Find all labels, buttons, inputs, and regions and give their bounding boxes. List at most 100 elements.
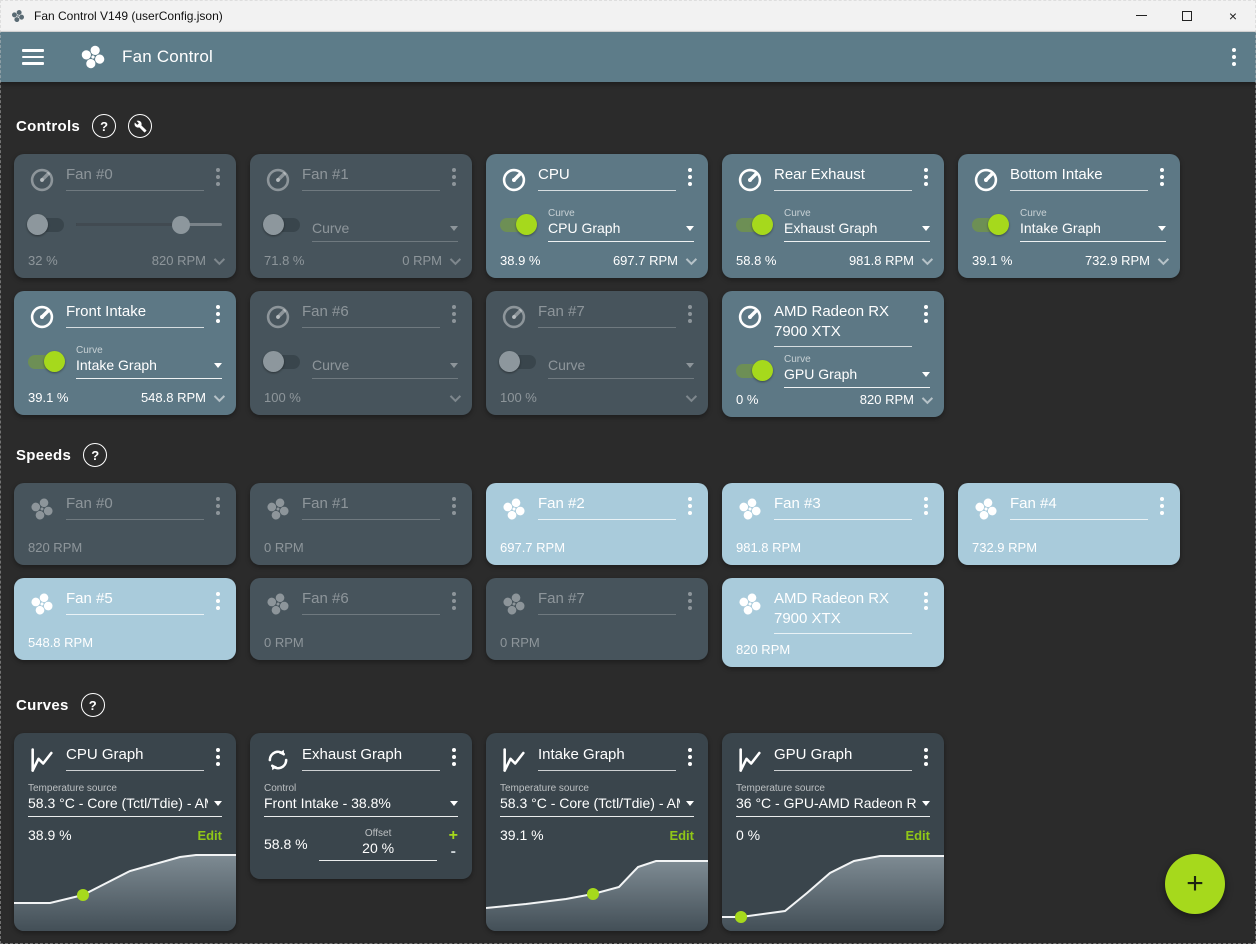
- kebab-menu-icon[interactable]: [686, 589, 694, 613]
- kebab-menu-icon[interactable]: [1158, 494, 1166, 518]
- kebab-menu-icon[interactable]: [450, 494, 458, 518]
- control-rpm-expander[interactable]: 548.8 RPM: [141, 390, 226, 405]
- control-name-input[interactable]: Fan #0: [66, 165, 204, 191]
- curve-name-input[interactable]: Exhaust Graph: [302, 745, 440, 771]
- control-rpm-expander[interactable]: 697.7 RPM: [613, 253, 698, 268]
- edit-link[interactable]: Edit: [905, 827, 930, 843]
- overflow-menu-icon[interactable]: [1230, 45, 1238, 69]
- kebab-menu-icon[interactable]: [450, 745, 458, 769]
- kebab-menu-icon[interactable]: [450, 589, 458, 613]
- control-name-input[interactable]: Fan #1: [302, 165, 440, 191]
- curve-select[interactable]: Curve Intake Graph: [76, 344, 222, 379]
- enable-toggle[interactable]: [736, 360, 773, 381]
- enable-toggle[interactable]: [500, 214, 537, 235]
- enable-toggle[interactable]: [736, 214, 773, 235]
- enable-toggle[interactable]: [27, 214, 64, 235]
- source-select[interactable]: Temperature source 36 °C - GPU-AMD Radeo…: [736, 782, 930, 817]
- curve-name-input[interactable]: Intake Graph: [538, 745, 676, 771]
- control-name-input[interactable]: Fan #7: [538, 302, 676, 328]
- curve-select[interactable]: Curve: [312, 344, 458, 379]
- speed-name-input[interactable]: Fan #5: [66, 589, 204, 615]
- offset-decrease-button[interactable]: -: [450, 843, 456, 860]
- control-rpm-expander[interactable]: [442, 390, 462, 402]
- manual-speed-slider[interactable]: [76, 215, 222, 235]
- curve-select[interactable]: Curve: [548, 344, 694, 379]
- enable-toggle[interactable]: [263, 214, 300, 235]
- speed-name-input[interactable]: Fan #3: [774, 494, 912, 520]
- curve-select[interactable]: Curve Intake Graph: [1020, 207, 1166, 242]
- control-name-input[interactable]: Fan #6: [302, 302, 440, 328]
- fan-curve-graph[interactable]: [722, 851, 944, 931]
- curve-point[interactable]: [77, 889, 89, 901]
- kebab-menu-icon[interactable]: [922, 302, 930, 326]
- kebab-menu-icon[interactable]: [214, 745, 222, 769]
- kebab-menu-icon[interactable]: [922, 589, 930, 613]
- control-rpm-expander[interactable]: 820 RPM: [152, 253, 226, 268]
- kebab-menu-icon[interactable]: [922, 494, 930, 518]
- edit-link[interactable]: Edit: [197, 827, 222, 843]
- kebab-menu-icon[interactable]: [686, 494, 694, 518]
- curve-select-value: Intake Graph: [76, 357, 157, 373]
- curve-point[interactable]: [735, 911, 747, 923]
- control-rpm-expander[interactable]: 732.9 RPM: [1085, 253, 1170, 268]
- control-name-input[interactable]: Front Intake: [66, 302, 204, 328]
- speed-name-input[interactable]: Fan #1: [302, 494, 440, 520]
- enable-toggle[interactable]: [28, 351, 65, 372]
- speed-name-input[interactable]: Fan #6: [302, 589, 440, 615]
- speed-name-input[interactable]: Fan #2: [538, 494, 676, 520]
- curve-name-input[interactable]: GPU Graph: [774, 745, 912, 771]
- control-rpm-expander[interactable]: [678, 390, 698, 402]
- speed-name-input[interactable]: Fan #7: [538, 589, 676, 615]
- curves-help-button[interactable]: ?: [80, 693, 105, 717]
- speeds-help-button[interactable]: ?: [83, 443, 108, 467]
- source-select[interactable]: Temperature source 58.3 °C - Core (Tctl/…: [28, 782, 222, 817]
- fan-curve-graph[interactable]: [14, 851, 236, 931]
- kebab-menu-icon[interactable]: [686, 745, 694, 769]
- source-select[interactable]: Control Front Intake - 38.8%: [264, 782, 458, 817]
- kebab-menu-icon[interactable]: [450, 302, 458, 326]
- curve-select[interactable]: Curve GPU Graph: [784, 353, 930, 388]
- source-select[interactable]: Temperature source 58.3 °C - Core (Tctl/…: [500, 782, 694, 817]
- maximize-button[interactable]: [1164, 0, 1210, 31]
- kebab-menu-icon[interactable]: [450, 165, 458, 189]
- control-rpm-expander[interactable]: 981.8 RPM: [849, 253, 934, 268]
- curve-name-input[interactable]: CPU Graph: [66, 745, 204, 771]
- minimize-button[interactable]: [1118, 0, 1164, 31]
- enable-toggle[interactable]: [263, 351, 300, 372]
- kebab-menu-icon[interactable]: [922, 745, 930, 769]
- curve-point[interactable]: [587, 888, 599, 900]
- offset-increase-button[interactable]: +: [448, 827, 458, 844]
- kebab-menu-icon[interactable]: [686, 165, 694, 189]
- kebab-menu-icon[interactable]: [214, 589, 222, 613]
- enable-toggle[interactable]: [499, 351, 536, 372]
- add-button[interactable]: +: [1165, 854, 1225, 914]
- control-name-input[interactable]: CPU: [538, 165, 676, 191]
- slider-knob[interactable]: [172, 215, 191, 234]
- offset-control[interactable]: Offset 20 %: [319, 827, 438, 861]
- control-rpm-expander[interactable]: 0 RPM: [402, 253, 462, 268]
- kebab-menu-icon[interactable]: [214, 165, 222, 189]
- kebab-menu-icon[interactable]: [214, 494, 222, 518]
- close-button[interactable]: ×: [1210, 0, 1256, 31]
- controls-help-button[interactable]: ?: [92, 114, 117, 138]
- speed-name-input[interactable]: Fan #0: [66, 494, 204, 520]
- control-rpm-expander[interactable]: 820 RPM: [860, 392, 934, 407]
- control-name-input[interactable]: Bottom Intake: [1010, 165, 1148, 191]
- control-name-input[interactable]: Rear Exhaust: [774, 165, 912, 191]
- control-name-input[interactable]: AMD Radeon RX 7900 XTX: [774, 302, 912, 347]
- offset-value-input[interactable]: 20 %: [319, 840, 438, 861]
- curve-select[interactable]: Curve: [312, 207, 458, 242]
- curve-select[interactable]: Curve CPU Graph: [548, 207, 694, 242]
- speed-name-input[interactable]: Fan #4: [1010, 494, 1148, 520]
- kebab-menu-icon[interactable]: [686, 302, 694, 326]
- kebab-menu-icon[interactable]: [1158, 165, 1166, 189]
- hamburger-menu-icon[interactable]: [22, 49, 44, 65]
- speed-name-input[interactable]: AMD Radeon RX 7900 XTX: [774, 589, 912, 634]
- edit-link[interactable]: Edit: [669, 827, 694, 843]
- enable-toggle[interactable]: [972, 214, 1009, 235]
- kebab-menu-icon[interactable]: [214, 302, 222, 326]
- controls-settings-button[interactable]: [128, 114, 153, 138]
- fan-curve-graph[interactable]: [486, 851, 708, 931]
- kebab-menu-icon[interactable]: [922, 165, 930, 189]
- curve-select[interactable]: Curve Exhaust Graph: [784, 207, 930, 242]
